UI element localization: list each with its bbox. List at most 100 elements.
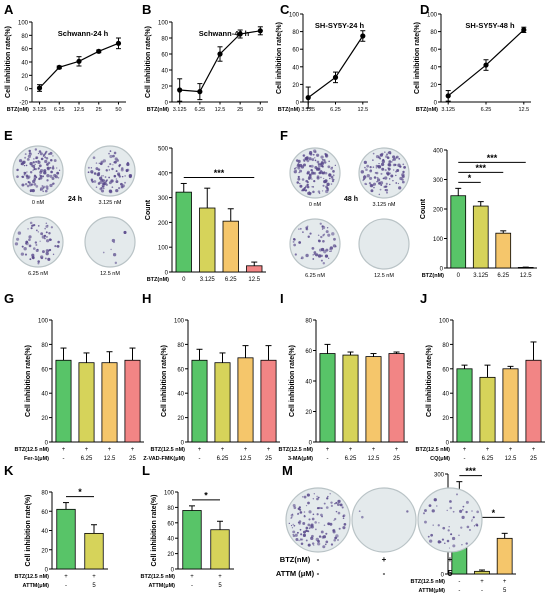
condition-row-label: BTZ(nM): [147, 277, 169, 283]
colony-dot: [403, 165, 406, 169]
colony-dot: [29, 258, 32, 261]
condition-value: -: [464, 456, 466, 462]
condition-value: +: [486, 447, 490, 453]
colony-dot: [459, 509, 463, 513]
line-chart-a: -20 0 20 40 60 80 100 Cell inhibition rate(%) Sc…: [5, 21, 126, 113]
colony-dot: [324, 254, 329, 258]
colony-dot: [316, 495, 318, 498]
y-tick-label: 20: [21, 74, 28, 80]
y-tick-label: 80: [21, 34, 28, 40]
colony-dot: [36, 248, 39, 251]
y-axis-label: Cell inhibition rate(%): [145, 26, 152, 98]
colony-dot: [90, 170, 94, 174]
colony-dot: [97, 182, 101, 185]
x-axis-label: BTZ(nM): [147, 107, 169, 113]
colony-dot: [298, 228, 300, 230]
colony-dot: [318, 248, 323, 252]
colony-dot: [24, 171, 27, 175]
colony-dot: [115, 180, 119, 184]
colony-dot: [38, 164, 42, 168]
colony-dot: [313, 251, 317, 254]
y-tick-label: 500: [158, 147, 169, 153]
colony-dot: [317, 254, 322, 258]
colony-dot: [432, 524, 434, 526]
y-axis-label: Cell inhibition rate(%): [25, 345, 32, 417]
colony-dot: [98, 162, 101, 165]
colony-dot: [329, 493, 331, 495]
series-line: [307, 35, 364, 99]
data-point: [96, 48, 102, 54]
colony-dot: [39, 240, 41, 242]
colony-dot: [32, 179, 36, 184]
x-tick-label: 12.5: [74, 107, 85, 113]
colony-dot: [109, 150, 112, 153]
data-point: [445, 93, 451, 99]
condition-value: +: [190, 574, 194, 580]
data-point: [305, 95, 311, 101]
colony-dot: [108, 169, 110, 171]
colony-dot: [311, 158, 315, 162]
colony-dot: [292, 503, 296, 508]
y-tick-label: 60: [21, 47, 28, 53]
colony-dot: [297, 513, 299, 515]
colony-dot: [293, 506, 297, 510]
colony-dot: [27, 228, 29, 230]
colony-dot: [111, 167, 114, 171]
colony-dot: [95, 186, 98, 188]
colony-dot: [40, 232, 44, 236]
colony-dot: [299, 227, 302, 230]
colony-dot: [309, 232, 312, 235]
colony-dot: [294, 253, 297, 256]
colony-dot: [320, 259, 323, 262]
chart-title: Schwann-24 h: [58, 29, 109, 38]
y-tick-label: 40: [442, 392, 449, 398]
colony-dot: [54, 175, 58, 179]
colony-dot: [300, 542, 304, 546]
colony-dot: [304, 156, 308, 161]
colony-dot: [323, 159, 326, 162]
colony-dot: [372, 159, 374, 161]
colony-dot: [29, 171, 33, 174]
colony-dot: [332, 528, 336, 532]
colony-dot: [325, 230, 329, 234]
y-tick-label: 60: [292, 48, 299, 54]
colony-dot: [365, 183, 368, 185]
colony-dot: [313, 180, 316, 183]
colony-dot: [449, 506, 453, 510]
colony-dot: [44, 152, 47, 155]
timepoint-label: 24 h: [68, 196, 82, 203]
x-tick-label: 25: [237, 107, 243, 113]
x-tick-label: 25: [96, 107, 102, 113]
colony-dot: [310, 525, 314, 529]
y-axis-label: Cell inhibition rate(%): [5, 26, 12, 98]
colony-dot: [471, 510, 473, 512]
colony-dot: [51, 166, 55, 170]
colony-dot: [433, 498, 437, 502]
y-tick-label: 400: [433, 149, 444, 155]
colony-dot: [317, 190, 321, 193]
colony-dot: [334, 517, 337, 521]
condition-value: 5: [448, 569, 453, 578]
colony-dot: [120, 168, 124, 172]
colony-dot: [20, 252, 25, 256]
colony-dot: [33, 158, 35, 160]
colony-dot: [312, 190, 315, 194]
colony-dot: [334, 503, 336, 505]
significance-label: ***: [214, 168, 225, 178]
colony-dot: [301, 496, 304, 498]
x-tick-label: 12.5: [518, 107, 529, 113]
condition-value: +: [509, 447, 513, 453]
y-tick-label: 60: [41, 367, 48, 373]
bar: [101, 362, 118, 443]
colony-dot: [23, 173, 26, 176]
condition-value: 12.5: [104, 456, 116, 462]
colony-dot: [341, 506, 344, 509]
colony-dot: [293, 170, 297, 174]
condition-value: +: [372, 447, 376, 453]
colony-dot: [313, 544, 315, 546]
data-point: [483, 62, 489, 68]
colony-dot: [102, 174, 104, 177]
colony-dot: [95, 162, 98, 164]
colony-dot: [332, 244, 337, 248]
